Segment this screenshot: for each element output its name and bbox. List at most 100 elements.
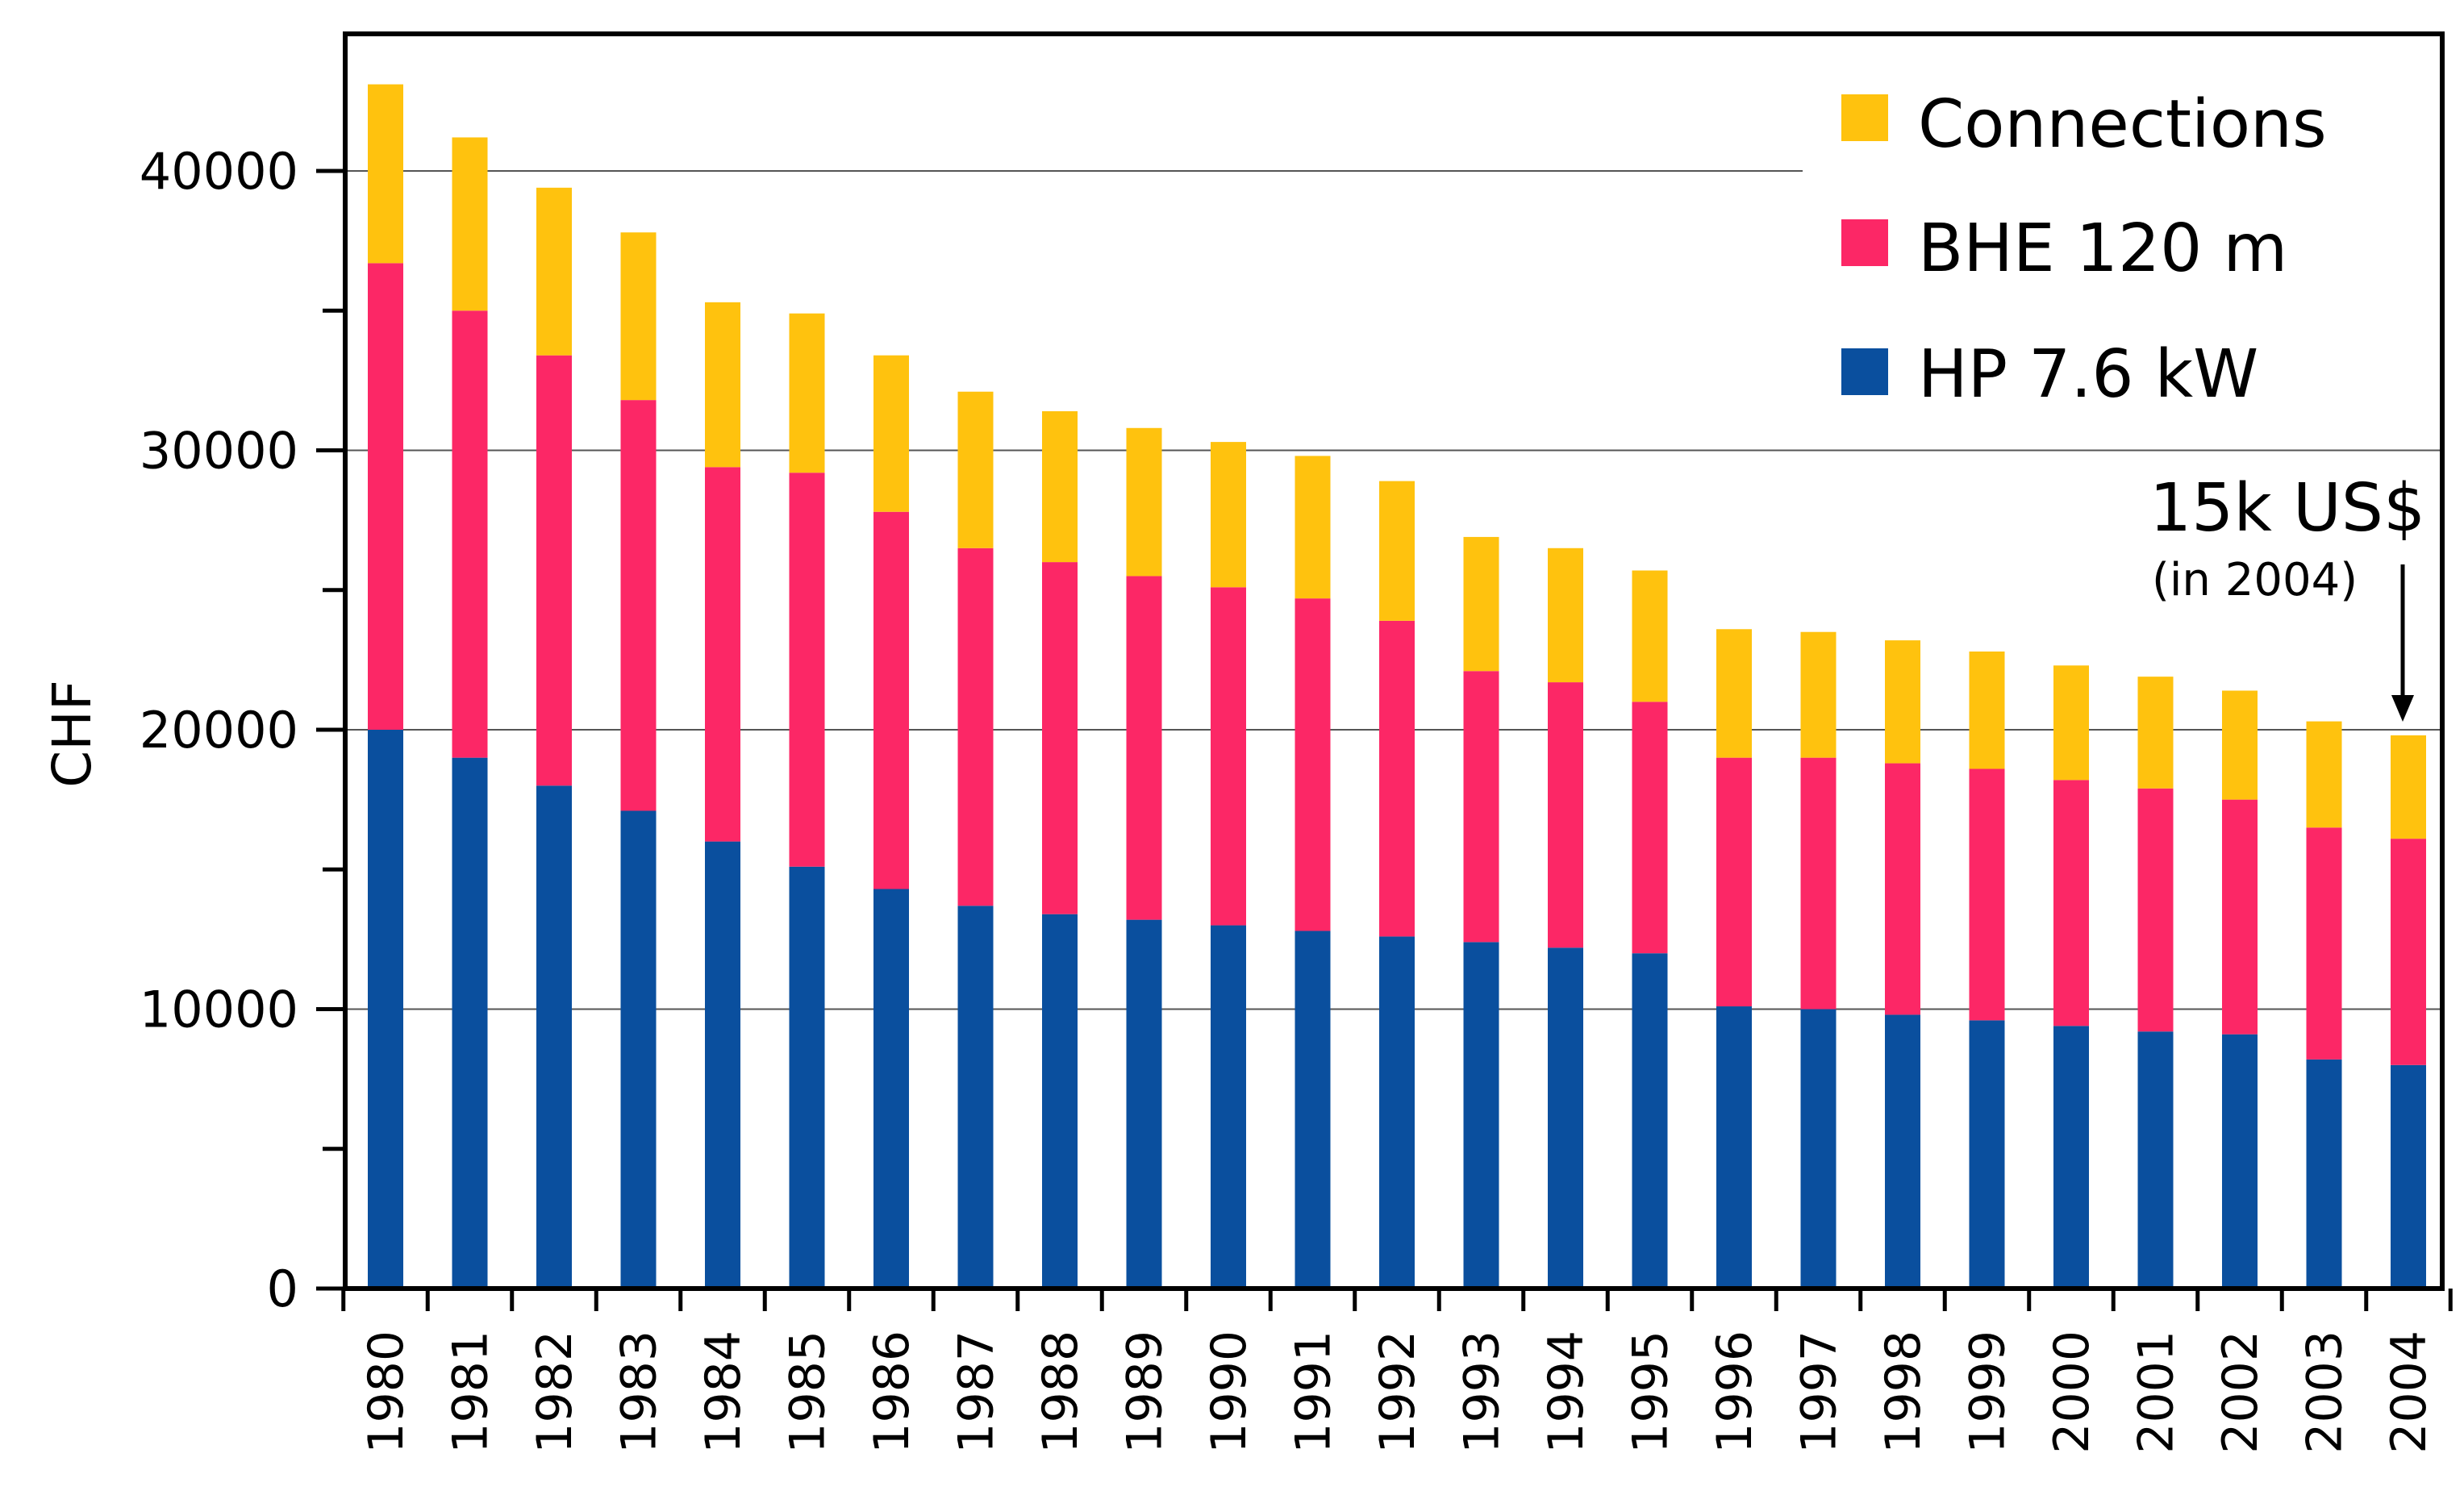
bar-bhe-120-m-2001	[2137, 788, 2174, 1032]
x-tick-label-1997: 1997	[1791, 1330, 1848, 1454]
bar-connections-2003	[2306, 721, 2342, 828]
x-tick-label-1991: 1991	[1286, 1330, 1342, 1454]
bar-hp-7-6-kw-1989	[1126, 919, 1162, 1289]
y-tick-label-10000: 10000	[140, 981, 298, 1039]
bar-bhe-120-m-1983	[620, 400, 657, 811]
bar-hp-7-6-kw-1991	[1295, 931, 1331, 1289]
annotation-arrow-head	[2391, 695, 2414, 722]
bar-bhe-120-m-1982	[536, 355, 572, 786]
bar-hp-7-6-kw-2000	[2053, 1026, 2089, 1289]
y-tick-label-0: 0	[267, 1260, 298, 1318]
bar-connections-1989	[1126, 427, 1162, 577]
bar-bhe-120-m-1998	[1885, 763, 1920, 1015]
x-tick-label-1983: 1983	[611, 1330, 668, 1454]
x-tick-label-2002: 2002	[2212, 1330, 2269, 1454]
bar-hp-7-6-kw-2004	[2391, 1064, 2426, 1289]
bar-hp-7-6-kw-2002	[2222, 1034, 2258, 1289]
x-tick-label-1995: 1995	[1623, 1330, 1679, 1454]
legend-label-hp: HP 7.6 kW	[1918, 336, 2258, 413]
x-tick-label-1992: 1992	[1370, 1330, 1426, 1454]
bar-hp-7-6-kw-1981	[452, 757, 488, 1289]
annotation-2004: 15k US$ (in 2004)	[2149, 470, 2425, 722]
bar-bhe-120-m-1999	[1969, 768, 2005, 1021]
x-tick-label-1980: 1980	[358, 1330, 415, 1454]
bar-bhe-120-m-1988	[1042, 562, 1078, 914]
bar-connections-1986	[873, 355, 909, 512]
bar-bhe-120-m-1987	[957, 548, 994, 906]
bar-bhe-120-m-2003	[2306, 827, 2342, 1060]
bar-bhe-120-m-1989	[1126, 576, 1162, 920]
bar-bhe-120-m-1986	[873, 511, 909, 889]
y-axis: 0 10000 20000 30000 40000	[140, 142, 345, 1318]
bar-hp-7-6-kw-1984	[705, 841, 740, 1289]
y-axis-title: CHF	[41, 680, 103, 788]
bar-hp-7-6-kw-1994	[1548, 947, 1583, 1289]
x-tick-label-1998: 1998	[1875, 1330, 1932, 1454]
bar-bhe-120-m-1994	[1548, 682, 1583, 948]
bar-bhe-120-m-1992	[1379, 620, 1415, 937]
x-tick-label-1994: 1994	[1538, 1330, 1595, 1454]
bar-connections-1998	[1885, 640, 1920, 764]
bar-hp-7-6-kw-1982	[536, 785, 572, 1289]
legend-swatch-hp	[1841, 348, 1888, 395]
bar-connections-1983	[620, 232, 657, 401]
y-tick-label-30000: 30000	[140, 422, 298, 481]
bar-hp-7-6-kw-2001	[2137, 1031, 2174, 1289]
bar-hp-7-6-kw-1988	[1042, 914, 1078, 1289]
bar-hp-7-6-kw-1999	[1969, 1020, 2005, 1289]
bar-hp-7-6-kw-1995	[1632, 953, 1668, 1289]
bar-hp-7-6-kw-1990	[1211, 925, 1246, 1289]
bar-bhe-120-m-1984	[705, 467, 740, 842]
bar-connections-2002	[2222, 690, 2258, 800]
x-tick-label-1981: 1981	[443, 1330, 499, 1454]
x-tick-label-1987: 1987	[948, 1330, 1005, 1454]
x-tick-label-2000: 2000	[2044, 1330, 2100, 1454]
x-tick-label-2004: 2004	[2381, 1330, 2437, 1454]
bar-hp-7-6-kw-1997	[1800, 1009, 1837, 1289]
bar-connections-1988	[1042, 410, 1078, 563]
bar-hp-7-6-kw-1985	[789, 866, 825, 1289]
bar-connections-1992	[1379, 481, 1415, 621]
bar-bhe-120-m-1985	[789, 473, 825, 867]
bar-hp-7-6-kw-1998	[1885, 1014, 1920, 1289]
x-tick-label-1985: 1985	[780, 1330, 836, 1454]
bar-connections-2004	[2391, 735, 2426, 839]
bar-connections-1995	[1632, 570, 1668, 702]
bar-connections-2001	[2137, 677, 2174, 789]
bar-bhe-120-m-2002	[2222, 799, 2258, 1035]
bar-bhe-120-m-2004	[2391, 839, 2426, 1065]
bar-bhe-120-m-1990	[1211, 587, 1246, 926]
bar-connections-1987	[957, 391, 994, 548]
x-tick-label-1989: 1989	[1117, 1330, 1174, 1454]
bar-hp-7-6-kw-2003	[2306, 1059, 2342, 1289]
bar-hp-7-6-kw-1992	[1379, 936, 1415, 1289]
bar-hp-7-6-kw-1993	[1463, 942, 1499, 1289]
bar-connections-1999	[1969, 651, 2005, 769]
bar-hp-7-6-kw-1987	[957, 906, 994, 1289]
bar-bhe-120-m-2000	[2053, 780, 2089, 1026]
bar-bhe-120-m-1991	[1295, 598, 1331, 931]
y-tick-label-40000: 40000	[140, 142, 298, 201]
x-tick-label-1993: 1993	[1454, 1330, 1511, 1454]
bar-connections-1990	[1211, 442, 1246, 588]
bar-hp-7-6-kw-1986	[873, 889, 909, 1289]
bar-connections-1984	[705, 302, 740, 468]
x-axis: 1980 1981 1982 1983 1984 1985 1986 1987 1988 1989…	[341, 1289, 2453, 1454]
bar-hp-7-6-kw-1980	[368, 730, 403, 1289]
bar-connections-1980	[368, 84, 403, 264]
x-tick-label-1990: 1990	[1201, 1330, 1257, 1454]
bar-connections-1985	[789, 313, 825, 473]
legend-label-connections: Connections	[1918, 86, 2327, 163]
legend: Connections BHE 120 m HP 7.6 kW	[1841, 86, 2327, 413]
bar-connections-1991	[1295, 456, 1331, 599]
x-tick-label-1988: 1988	[1032, 1330, 1089, 1454]
bar-connections-1982	[536, 187, 572, 356]
bar-bhe-120-m-1981	[452, 310, 488, 758]
x-tick-label-2001: 2001	[2128, 1330, 2185, 1454]
x-tick-label-1984: 1984	[695, 1330, 752, 1454]
x-tick-label-1986: 1986	[864, 1330, 920, 1454]
legend-label-bhe: BHE 120 m	[1918, 210, 2287, 287]
x-tick-label-1982: 1982	[527, 1330, 583, 1454]
bar-connections-1996	[1716, 629, 1752, 758]
